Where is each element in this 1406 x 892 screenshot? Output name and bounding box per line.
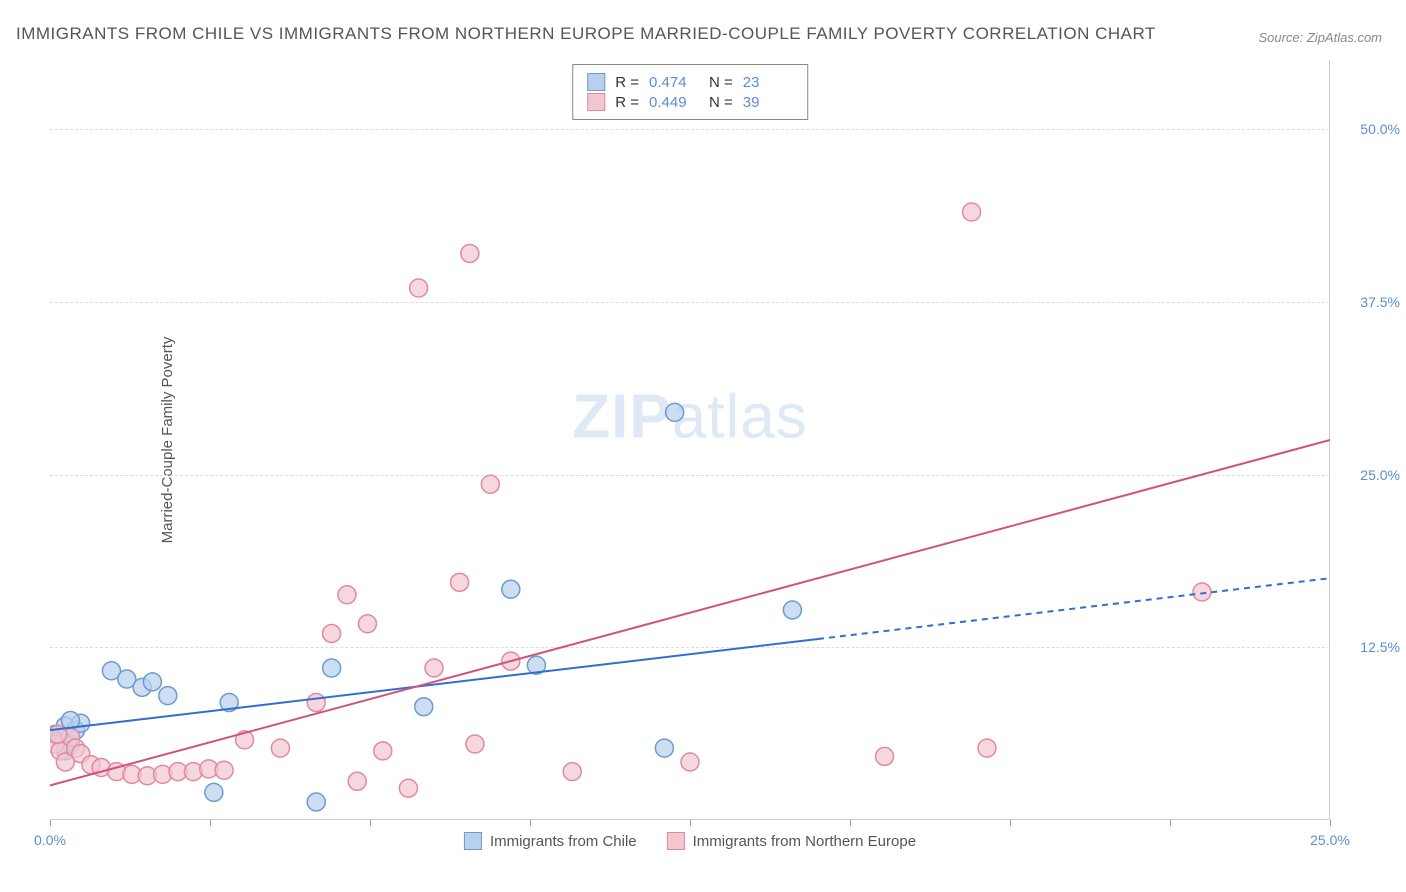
- data-point: [415, 698, 433, 716]
- data-point: [358, 615, 376, 633]
- legend-row-chile: R = 0.474 N = 23: [587, 73, 793, 91]
- r-label: R =: [615, 74, 639, 91]
- data-point: [215, 761, 233, 779]
- data-point: [425, 659, 443, 677]
- data-point: [338, 586, 356, 604]
- y-tick-label: 37.5%: [1360, 294, 1400, 310]
- x-tick-mark: [370, 820, 371, 826]
- data-point: [205, 783, 223, 801]
- r-label: R =: [615, 94, 639, 111]
- data-point: [783, 601, 801, 619]
- r-value-neurope: 0.449: [649, 94, 699, 111]
- data-point: [563, 763, 581, 781]
- plot-area: Married-Couple Family Poverty ZIPatlas 1…: [50, 60, 1330, 820]
- data-point: [410, 279, 428, 297]
- data-point: [271, 739, 289, 757]
- x-tick-label: 25.0%: [1310, 832, 1350, 848]
- x-tick-mark: [50, 820, 51, 826]
- x-tick-label: 0.0%: [34, 832, 66, 848]
- trend-line: [50, 440, 1330, 785]
- n-value-chile: 23: [743, 74, 793, 91]
- data-point: [348, 772, 366, 790]
- legend-label-chile: Immigrants from Chile: [490, 833, 637, 850]
- x-tick-mark: [1010, 820, 1011, 826]
- data-point: [681, 753, 699, 771]
- y-tick-label: 50.0%: [1360, 121, 1400, 137]
- chart-title: IMMIGRANTS FROM CHILE VS IMMIGRANTS FROM…: [16, 24, 1156, 44]
- legend-label-neurope: Immigrants from Northern Europe: [693, 833, 916, 850]
- data-point: [374, 742, 392, 760]
- x-tick-mark: [1170, 820, 1171, 826]
- data-point: [323, 659, 341, 677]
- data-point: [1193, 583, 1211, 601]
- swatch-neurope: [587, 93, 605, 111]
- r-value-chile: 0.474: [649, 74, 699, 91]
- trend-line-extrapolated: [818, 578, 1330, 639]
- x-tick-mark: [690, 820, 691, 826]
- n-label: N =: [709, 94, 733, 111]
- swatch-chile-icon: [464, 832, 482, 850]
- data-point: [451, 573, 469, 591]
- data-point: [466, 735, 484, 753]
- y-tick-label: 25.0%: [1360, 467, 1400, 483]
- legend-row-neurope: R = 0.449 N = 39: [587, 93, 793, 111]
- data-point: [666, 403, 684, 421]
- data-point: [159, 687, 177, 705]
- data-point: [143, 673, 161, 691]
- legend-item-chile: Immigrants from Chile: [464, 832, 637, 850]
- data-point: [461, 244, 479, 262]
- n-label: N =: [709, 74, 733, 91]
- data-point: [323, 624, 341, 642]
- x-tick-mark: [1330, 820, 1331, 826]
- x-tick-mark: [210, 820, 211, 826]
- correlation-legend: R = 0.474 N = 23 R = 0.449 N = 39: [572, 64, 808, 120]
- data-point: [307, 694, 325, 712]
- n-value-neurope: 39: [743, 94, 793, 111]
- data-point: [502, 580, 520, 598]
- x-tick-mark: [530, 820, 531, 826]
- data-point: [963, 203, 981, 221]
- swatch-chile: [587, 73, 605, 91]
- data-point: [978, 739, 996, 757]
- trend-line: [50, 639, 818, 730]
- y-tick-label: 12.5%: [1360, 639, 1400, 655]
- data-point: [481, 475, 499, 493]
- legend-item-neurope: Immigrants from Northern Europe: [667, 832, 916, 850]
- chart-canvas: [50, 60, 1330, 820]
- swatch-neurope-icon: [667, 832, 685, 850]
- data-point: [307, 793, 325, 811]
- data-point: [399, 779, 417, 797]
- data-point: [655, 739, 673, 757]
- x-tick-mark: [850, 820, 851, 826]
- series-legend: Immigrants from Chile Immigrants from No…: [464, 832, 916, 850]
- source-label: Source: ZipAtlas.com: [1258, 30, 1382, 45]
- data-point: [876, 747, 894, 765]
